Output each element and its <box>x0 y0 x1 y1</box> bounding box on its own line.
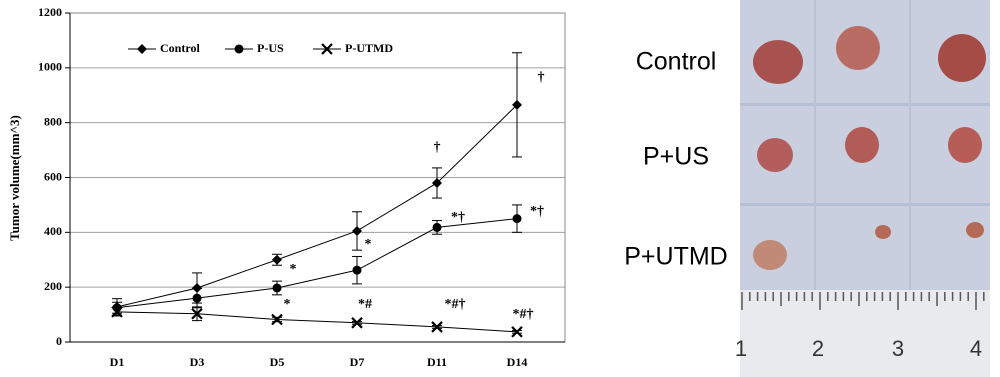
tumor <box>875 225 891 239</box>
tumor <box>845 127 879 163</box>
ruler-ticks <box>741 292 985 310</box>
tumor <box>938 34 986 82</box>
marker <box>191 307 203 320</box>
row-label: P+UTMD <box>624 243 727 271</box>
annotation: * <box>365 237 372 252</box>
marker <box>272 254 282 265</box>
annotation: * <box>290 262 297 277</box>
x-tick-label: D11 <box>427 355 447 369</box>
annotation: † <box>434 140 441 155</box>
marker <box>321 43 333 55</box>
ruler-label: 2 <box>812 336 824 361</box>
annotation: *# <box>358 297 372 312</box>
marker <box>234 44 244 54</box>
row-label: P+US <box>643 143 709 171</box>
legend-label: P-UTMD <box>345 41 393 55</box>
legend-entry: P-UTMD <box>313 41 393 55</box>
ruler-label: 1 <box>735 336 747 361</box>
ruler-label: 4 <box>970 336 982 361</box>
marker <box>351 317 363 329</box>
y-tick-label: 400 <box>44 224 62 238</box>
x-tick-label: D14 <box>507 355 528 369</box>
y-tick-label: 600 <box>44 169 62 183</box>
marker <box>432 222 442 232</box>
marker <box>272 283 282 293</box>
marker <box>111 306 123 318</box>
tumor <box>753 40 803 84</box>
annotation: * <box>284 297 291 312</box>
tumor <box>757 138 793 172</box>
series-line <box>116 218 518 309</box>
x-tick-label: D3 <box>190 355 205 369</box>
marker <box>352 265 362 275</box>
annotation: *† <box>530 204 544 219</box>
y-tick-label: 0 <box>56 334 62 348</box>
legend-label: Control <box>160 41 200 55</box>
tumor <box>966 222 984 238</box>
y-tick-label: 1200 <box>38 5 62 19</box>
marker <box>192 282 202 293</box>
photo-divider <box>740 203 990 206</box>
marker <box>137 44 147 54</box>
annotation: † <box>538 70 545 85</box>
tumor <box>836 26 880 70</box>
legend-entry: Control <box>128 41 200 55</box>
tumor <box>753 240 787 270</box>
ruler <box>740 290 990 377</box>
series-line <box>116 311 518 333</box>
marker <box>512 214 522 224</box>
marker <box>512 99 522 110</box>
y-axis-label: Tumor volume(mm^3) <box>7 115 22 241</box>
tumor <box>948 127 982 163</box>
ruler-label: 3 <box>892 336 904 361</box>
marker <box>431 321 443 333</box>
photo-panel <box>740 0 990 377</box>
marker <box>192 293 202 303</box>
photo-divider <box>740 103 990 106</box>
marker <box>271 313 283 326</box>
marker <box>432 177 442 188</box>
x-tick-label: D5 <box>270 355 285 369</box>
legend-label: P-US <box>257 41 284 55</box>
annotation: *† <box>451 210 465 225</box>
x-tick-label: D1 <box>110 355 125 369</box>
y-tick-label: 800 <box>44 114 62 128</box>
y-tick-label: 200 <box>44 279 62 293</box>
marker <box>511 326 523 338</box>
y-tick-label: 1000 <box>38 60 62 74</box>
series-line <box>116 104 518 308</box>
x-tick-label: D7 <box>350 355 365 369</box>
annotation: *#† <box>445 297 466 312</box>
marker <box>352 225 362 236</box>
legend-entry: P-US <box>225 41 284 55</box>
annotation: *#† <box>513 307 534 322</box>
row-label: Control <box>636 48 717 76</box>
